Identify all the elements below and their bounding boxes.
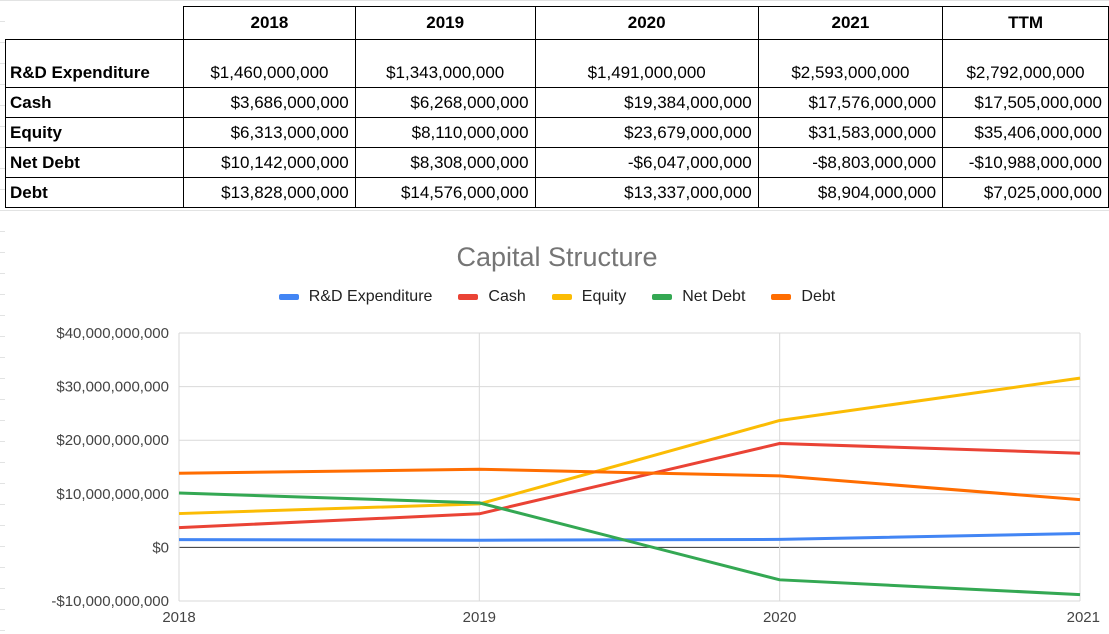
legend-item[interactable]: Debt (771, 288, 835, 306)
value-cell[interactable]: $1,491,000,000 (534, 39, 759, 88)
legend-swatch (652, 294, 673, 300)
series-line-net-debt (178, 491, 1081, 597)
row-label-cell[interactable]: Equity (4, 117, 185, 148)
series-line-r-d-expenditure (178, 532, 1081, 542)
table-header-row: 2018 2019 2020 2021 TTM (5, 6, 1109, 40)
value-cell[interactable]: $1,343,000,000 (354, 39, 536, 88)
legend-swatch (278, 294, 299, 300)
y-tick-label: -$10,000,000,000 (51, 593, 169, 610)
y-tick-label: $20,000,000,000 (56, 432, 169, 449)
data-table: 2018 2019 2020 2021 TTM R&D Expenditure … (4, 6, 1109, 208)
value-cell[interactable]: $17,505,000,000 (942, 87, 1109, 118)
table-row: Debt $13,828,000,000 $14,576,000,000 $13… (4, 177, 1109, 208)
value-cell[interactable]: $23,679,000,000 (534, 117, 759, 148)
series-line-debt (178, 467, 1081, 502)
x-tick-label: 2018 (162, 609, 195, 626)
value-cell[interactable]: -$10,988,000,000 (942, 147, 1109, 178)
legend-item[interactable]: Equity (551, 288, 627, 306)
chart-canvas: $40,000,000,000 $30,000,000,000 $20,000,00… (51, 325, 1100, 626)
header-cell[interactable]: 2021 (757, 6, 944, 40)
y-tick-label: $30,000,000,000 (56, 379, 169, 396)
value-cell[interactable]: $6,268,000,000 (354, 87, 536, 118)
table-row: R&D Expenditure $1,460,000,000 $1,343,00… (4, 39, 1109, 88)
x-tick-label: 2020 (763, 609, 796, 626)
value-cell[interactable]: $6,313,000,000 (183, 117, 356, 148)
value-cell[interactable]: $8,904,000,000 (757, 177, 944, 208)
x-tick-label: 2019 (463, 609, 496, 626)
legend-swatch (458, 294, 479, 300)
value-cell[interactable]: $31,583,000,000 (757, 117, 944, 148)
value-cell[interactable]: $8,308,000,000 (354, 147, 536, 178)
line-chart[interactable]: $40,000,000,000 $30,000,000,000 $20,000,00… (5, 226, 1109, 634)
value-cell[interactable]: $17,576,000,000 (757, 87, 944, 118)
value-cell[interactable]: $10,142,000,000 (183, 147, 356, 178)
legend-item[interactable]: R&D Expenditure (278, 288, 433, 306)
chart-legend: R&D Expenditure Cash Equity Net Debt Debt (5, 288, 1109, 306)
table-row: Equity $6,313,000,000 $8,110,000,000 $23… (4, 117, 1109, 148)
series-line-cash (178, 442, 1081, 530)
chart-title: Capital Structure (456, 242, 658, 272)
table-row: Net Debt $10,142,000,000 $8,308,000,000 … (4, 147, 1109, 178)
value-cell[interactable]: -$8,803,000,000 (757, 147, 944, 178)
row-label-cell[interactable]: Debt (4, 177, 185, 208)
value-cell[interactable]: $2,593,000,000 (757, 39, 944, 88)
legend-item[interactable]: Cash (458, 288, 526, 306)
legend-label: Debt (801, 288, 836, 305)
y-tick-label: $10,000,000,000 (56, 486, 169, 503)
value-cell[interactable]: $7,025,000,000 (942, 177, 1109, 208)
row-label-cell[interactable]: R&D Expenditure (4, 39, 185, 88)
value-cell[interactable]: $2,792,000,000 (942, 39, 1109, 88)
legend-label: R&D Expenditure (308, 288, 433, 305)
value-cell[interactable]: $3,686,000,000 (183, 87, 356, 118)
header-corner-cell[interactable] (5, 6, 185, 40)
value-cell[interactable]: $19,384,000,000 (534, 87, 759, 118)
series-line-equity (178, 376, 1081, 516)
header-cell[interactable]: 2020 (534, 6, 759, 40)
y-tick-label: $40,000,000,000 (56, 325, 169, 342)
legend-label: Net Debt (682, 288, 746, 305)
legend-label: Equity (581, 288, 627, 305)
value-cell[interactable]: $8,110,000,000 (354, 117, 536, 148)
value-cell[interactable]: $14,576,000,000 (354, 177, 536, 208)
legend-swatch (771, 294, 792, 300)
row-label-cell[interactable]: Cash (4, 87, 185, 118)
value-cell[interactable]: $1,460,000,000 (183, 39, 356, 88)
value-cell[interactable]: $13,337,000,000 (534, 177, 759, 208)
header-cell[interactable]: TTM (942, 6, 1109, 40)
legend-swatch (551, 294, 572, 300)
table-row: Cash $3,686,000,000 $6,268,000,000 $19,3… (4, 87, 1109, 118)
legend-label: Cash (488, 288, 526, 305)
value-cell[interactable]: $13,828,000,000 (183, 177, 356, 208)
value-cell[interactable]: $35,406,000,000 (942, 117, 1109, 148)
y-tick-label: $0 (152, 539, 169, 556)
legend-item[interactable]: Net Debt (652, 288, 745, 306)
x-tick-label: 2021 (1067, 609, 1100, 626)
row-label-cell[interactable]: Net Debt (4, 147, 185, 178)
header-cell[interactable]: 2018 (183, 6, 356, 40)
value-cell[interactable]: -$6,047,000,000 (534, 147, 759, 178)
header-cell[interactable]: 2019 (354, 6, 536, 40)
